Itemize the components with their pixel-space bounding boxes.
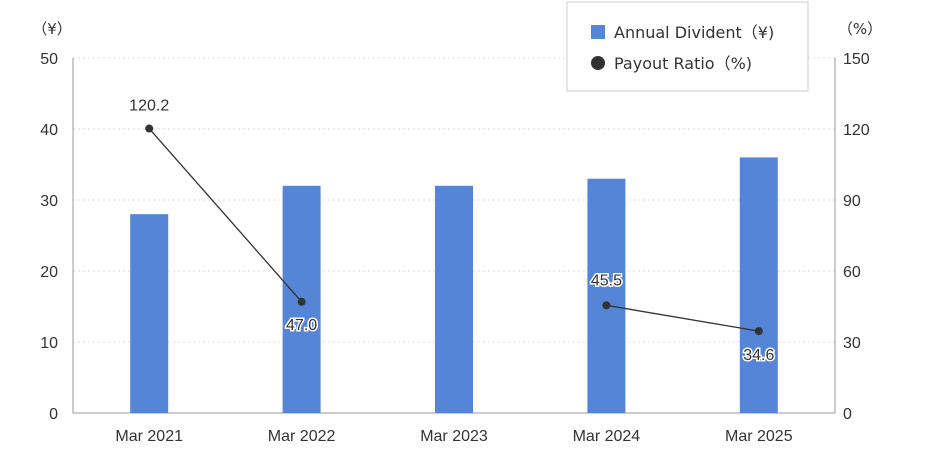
x-tick-label: Mar 2025 [725,428,793,445]
bar [435,185,473,413]
line-point [602,301,611,310]
legend-bar-swatch [591,25,605,39]
left-tick-label: 0 [49,406,58,423]
right-tick-label: 60 [843,264,861,281]
x-tick-label: Mar 2022 [268,428,336,445]
legend-box [566,1,809,92]
right-tick-label: 90 [843,193,861,210]
right-tick-label: 150 [843,51,870,68]
x-tick-label: Mar 2023 [420,428,488,445]
data-label: 120.2 [129,98,169,115]
legend-line-swatch [591,56,605,70]
line-point [297,297,306,306]
data-label: 47.0 [286,317,317,334]
x-tick-label: Mar 2021 [115,428,183,445]
bar [739,157,778,413]
legend-line-label: Payout Ratio（%) [614,54,752,73]
line-series: 120.2 47.0 45.5 34.6 [128,96,776,366]
series-line [148,128,303,303]
tick-labels: 0 10 20 30 40 50 0 30 60 90 120 150 Mar 2021 Mar 2022… [40,51,870,445]
right-axis-unit-label: （%） [838,20,882,38]
right-tick-label: 30 [843,335,861,352]
left-tick-label: 30 [40,193,58,210]
left-tick-label: 20 [40,264,58,281]
line-point [145,124,154,133]
left-tick-label: 40 [40,122,58,139]
bar [130,214,169,413]
data-label: 45.5 [591,272,622,289]
legend-bar-label: Annual Divident（¥) [614,23,774,42]
bar-series [130,157,778,413]
legend: Annual Divident（¥) Payout Ratio（%) [566,1,809,92]
left-axis-unit-label: （¥） [32,20,72,38]
right-tick-label: 0 [843,406,852,423]
data-label: 34.6 [743,347,774,364]
series-line [606,304,759,332]
bar [587,178,626,413]
left-tick-label: 50 [40,51,58,68]
left-tick-label: 10 [40,335,58,352]
right-tick-label: 120 [843,122,870,139]
line-point [754,327,763,336]
x-tick-label: Mar 2024 [573,428,641,445]
